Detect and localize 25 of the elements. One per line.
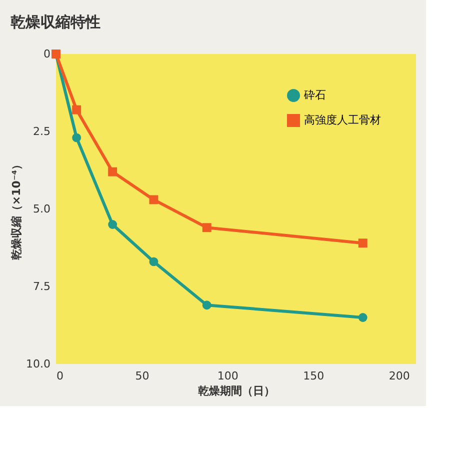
legend-label: 砕石: [303, 88, 326, 102]
x-axis-title: 乾燥期間（日）: [198, 384, 275, 398]
y-tick-label: 10.0: [26, 358, 50, 370]
legend-label: 高強度人工骨材: [304, 114, 381, 126]
point: [149, 195, 158, 204]
point: [202, 300, 212, 310]
point: [72, 133, 82, 142]
chart-title: 乾燥収縮特性: [10, 13, 101, 31]
point: [358, 238, 368, 248]
point: [108, 167, 118, 176]
point: [72, 105, 82, 114]
point: [358, 313, 368, 322]
x-tick-label: 100: [217, 370, 238, 382]
point: [149, 257, 158, 266]
y-tick-label: 5.0: [33, 202, 50, 216]
x-tick-label: 200: [388, 370, 410, 382]
y-tick-label: 7.5: [33, 280, 50, 293]
y-axis-title: 乾燥収縮（×10⁻⁴）: [10, 158, 24, 260]
point: [108, 220, 118, 229]
y-tick-label: 2.5: [33, 125, 50, 138]
point: [202, 223, 212, 232]
x-tick-label: 0: [56, 370, 64, 382]
x-tick-label: 50: [135, 370, 150, 382]
y-tick-label: 0: [44, 48, 50, 60]
x-tick-label: 150: [303, 370, 324, 382]
